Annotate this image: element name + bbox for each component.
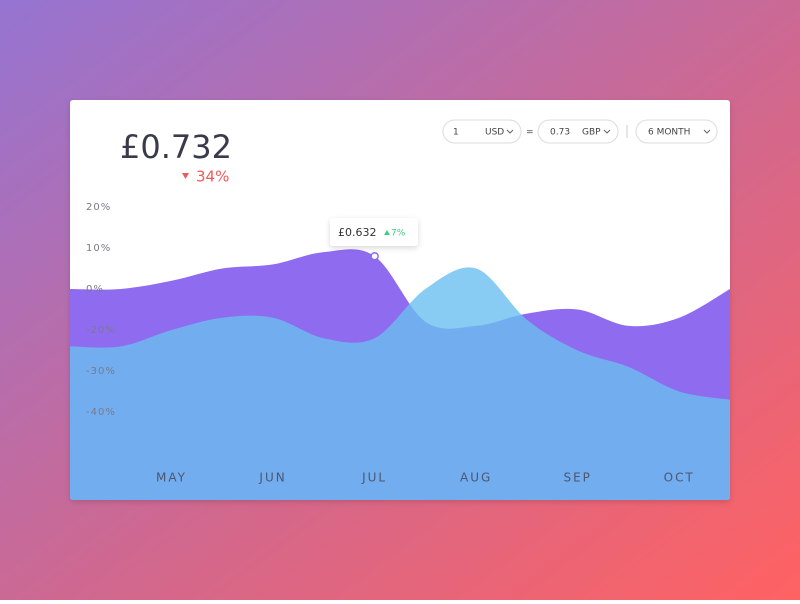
area [70, 267, 730, 500]
to-currency[interactable]: GBP [582, 128, 601, 138]
y-tick-label: 0% [86, 284, 104, 295]
plot-area [70, 249, 730, 500]
pill[interactable] [537, 119, 619, 144]
price: £0.732 [120, 128, 232, 166]
chevron [506, 129, 514, 134]
rate[interactable]: 0.73 [550, 128, 570, 138]
amount[interactable]: 1 [453, 128, 459, 138]
x-tick-label: MAY [156, 471, 187, 485]
period[interactable]: 6 MONTH [648, 128, 690, 138]
x-tick-label: SEP [563, 471, 591, 485]
up-arrow [384, 230, 390, 235]
tooltip: £0.632 7% [330, 218, 418, 246]
rate-select[interactable]: 0.73 GBP [537, 119, 619, 144]
from-currency[interactable]: USD [485, 128, 504, 138]
pill[interactable] [442, 119, 522, 144]
tooltip-price: £0.632 [338, 226, 377, 239]
tooltip-change: 7% [391, 229, 406, 239]
y-tick-label: -40% [86, 407, 116, 418]
point-marker [370, 251, 379, 261]
pill[interactable] [635, 119, 718, 144]
axes: 20% 10% 0% -20% -30% -40% MAY JUN JUL AUG SEP OCT [86, 202, 695, 485]
y-tick-label: -30% [86, 366, 116, 377]
period-select[interactable]: 6 MONTH [635, 119, 718, 144]
change: 34% [196, 168, 229, 186]
tooltip-box [330, 218, 418, 246]
chevron [603, 129, 611, 134]
down-arrow [182, 173, 189, 179]
x-tick-label: JUL [361, 471, 387, 485]
y-tick-label: -20% [86, 325, 116, 336]
x-tick-label: JUN [258, 471, 286, 485]
x-tick-label: AUG [460, 471, 492, 485]
amount-select[interactable]: 1 USD [442, 119, 522, 144]
chevron [703, 129, 711, 134]
equals: = [526, 128, 534, 138]
y-tick-label: 20% [86, 202, 111, 213]
y-tick-label: 10% [86, 243, 111, 254]
x-tick-label: OCT [664, 471, 695, 485]
